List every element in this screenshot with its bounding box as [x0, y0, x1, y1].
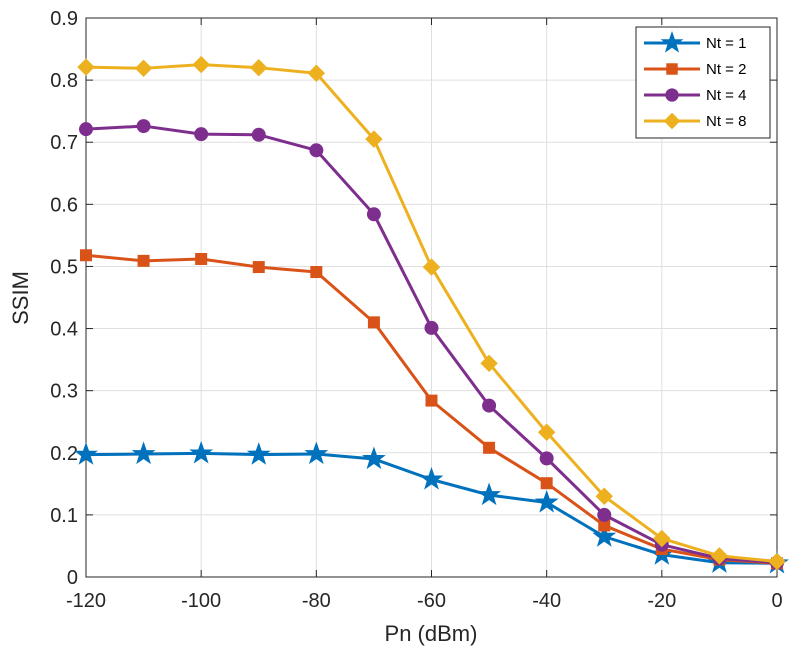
- legend-item: Nt = 4: [644, 87, 746, 104]
- x-tick-label: -20: [647, 590, 676, 612]
- data-point: [74, 442, 98, 465]
- x-tick-label: -100: [181, 590, 221, 612]
- data-point: [365, 130, 383, 148]
- data-point: [482, 398, 497, 413]
- data-point: [304, 441, 329, 465]
- data-point: [483, 441, 496, 454]
- data-point: [137, 254, 150, 267]
- data-point: [480, 354, 498, 373]
- series-4: [77, 55, 786, 571]
- legend-label: Nt = 1: [706, 35, 746, 52]
- data-point: [251, 127, 266, 142]
- legend-item: Nt = 1: [644, 31, 746, 53]
- x-tick-label: -80: [302, 590, 331, 612]
- data-point: [597, 507, 612, 522]
- data-point: [77, 58, 95, 76]
- data-point: [422, 258, 441, 276]
- data-point: [424, 320, 439, 335]
- x-tick-label: 0: [771, 590, 782, 612]
- data-point: [537, 423, 556, 441]
- data-point: [80, 249, 92, 262]
- y-tick-label: 0.4: [50, 319, 78, 341]
- data-point: [252, 261, 265, 274]
- data-point: [309, 143, 324, 158]
- data-point: [367, 316, 380, 329]
- data-point: [534, 489, 559, 513]
- data-point: [539, 451, 554, 466]
- x-axis-label: Pn (dBm): [385, 621, 478, 646]
- data-point: [195, 252, 208, 265]
- data-point: [366, 207, 381, 222]
- legend: Nt = 1 Nt = 2 Nt = 4 Nt = 8: [635, 26, 771, 139]
- data-point: [189, 440, 214, 464]
- data-point: [768, 552, 786, 571]
- data-point: [592, 524, 617, 547]
- y-tick-label: 0: [67, 567, 78, 589]
- data-point: [131, 441, 156, 465]
- data-point: [307, 64, 326, 82]
- data-point: [362, 446, 386, 470]
- legend-label: Nt = 4: [706, 87, 746, 104]
- data-point: [425, 394, 438, 407]
- legend-marker: [666, 63, 678, 75]
- y-tick-label: 0.5: [50, 256, 78, 278]
- y-tick-label: 0.7: [50, 132, 78, 154]
- data-point: [540, 477, 553, 490]
- y-tick-label: 0.9: [50, 8, 78, 30]
- series-group: [74, 55, 789, 574]
- y-axis-label: SSIM: [8, 271, 33, 325]
- legend-label: Nt = 2: [706, 61, 746, 78]
- y-tick-label: 0.3: [50, 381, 78, 403]
- y-tick-label: 0.2: [50, 443, 78, 465]
- legend-item: Nt = 8: [644, 112, 746, 130]
- data-point: [595, 487, 613, 505]
- data-point: [419, 466, 444, 490]
- legend-item: Nt = 2: [644, 61, 746, 78]
- x-tick-label: -60: [417, 590, 446, 612]
- legend-marker: [663, 112, 681, 130]
- data-point: [134, 59, 153, 78]
- data-point: [194, 127, 209, 142]
- x-tick-label: -40: [532, 590, 561, 612]
- data-point: [250, 58, 268, 77]
- data-point: [310, 266, 323, 279]
- legend-label: Nt = 8: [706, 113, 746, 130]
- data-point: [710, 547, 729, 565]
- data-point: [246, 442, 271, 465]
- data-point: [136, 119, 151, 134]
- ticks: -120 -100 -80 -60 -40 -20 0 0 0.1 0.2 0.3 0.4 0.5 0.6…: [50, 8, 782, 612]
- y-tick-label: 0.6: [50, 194, 78, 216]
- data-point: [477, 482, 501, 506]
- y-tick-label: 0.8: [50, 70, 78, 92]
- data-point: [653, 529, 671, 548]
- legend-marker: [660, 31, 684, 53]
- y-tick-label: 0.1: [50, 505, 78, 527]
- data-point: [79, 122, 93, 137]
- data-point: [192, 55, 210, 74]
- legend-marker: [665, 88, 679, 102]
- x-tick-label: -120: [66, 590, 106, 612]
